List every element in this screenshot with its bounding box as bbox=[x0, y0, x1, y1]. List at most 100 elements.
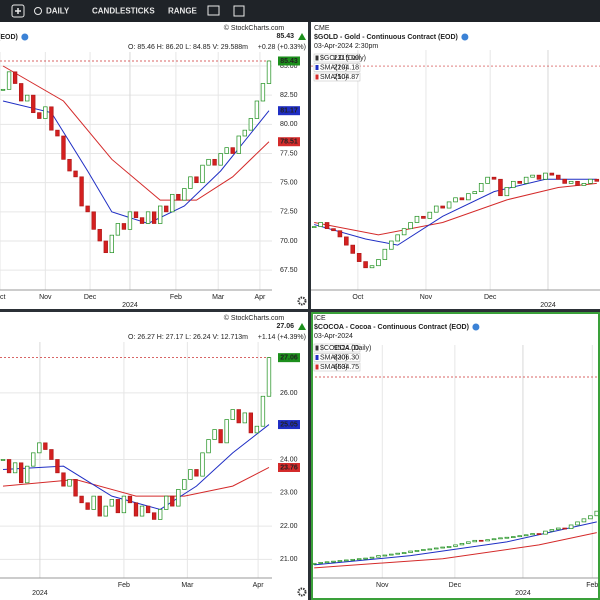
candle bbox=[498, 178, 503, 197]
legend-swatch bbox=[315, 55, 319, 61]
plot bbox=[311, 345, 600, 578]
candle bbox=[109, 499, 114, 507]
candle bbox=[581, 183, 587, 186]
y-tick-label: 70.00 bbox=[280, 238, 298, 245]
candle bbox=[466, 193, 471, 201]
candle bbox=[254, 100, 260, 119]
chart-type-menu[interactable]: CANDLESTICKS bbox=[92, 7, 155, 16]
candle bbox=[581, 518, 587, 523]
candle bbox=[395, 552, 400, 555]
credit: © StockCharts.com bbox=[224, 24, 285, 32]
candle bbox=[200, 164, 205, 184]
plot bbox=[0, 52, 272, 290]
candle bbox=[568, 180, 574, 184]
year-label: 2024 bbox=[515, 590, 531, 597]
candle bbox=[478, 539, 484, 542]
candle bbox=[43, 106, 48, 119]
candle bbox=[242, 129, 247, 137]
candle bbox=[206, 158, 211, 166]
candle bbox=[260, 83, 266, 102]
candle bbox=[37, 442, 42, 454]
candle bbox=[18, 83, 24, 102]
candle bbox=[446, 546, 452, 548]
x-tick-label: Nov bbox=[39, 294, 52, 301]
legend-name: SMA(20) bbox=[320, 64, 348, 71]
panel bbox=[0, 312, 308, 600]
candle bbox=[453, 544, 458, 547]
chart-title: (EOD) bbox=[0, 34, 18, 41]
legend-box bbox=[313, 53, 361, 63]
candle bbox=[176, 193, 181, 201]
candle bbox=[491, 538, 497, 541]
candle bbox=[121, 223, 127, 230]
candle bbox=[164, 205, 169, 213]
value-box-label: 81.17 bbox=[280, 108, 298, 115]
candle bbox=[170, 495, 175, 507]
candle bbox=[562, 527, 567, 530]
candle bbox=[218, 153, 223, 166]
info-icon bbox=[21, 33, 29, 41]
add-button[interactable] bbox=[11, 4, 25, 18]
candle bbox=[555, 174, 561, 180]
interval-menu[interactable]: DAILY bbox=[46, 7, 70, 16]
candle bbox=[421, 215, 426, 219]
candle bbox=[504, 187, 510, 197]
indicator-button[interactable] bbox=[207, 5, 220, 16]
up-arrow bbox=[298, 33, 306, 40]
candle bbox=[459, 197, 465, 201]
value-box-label: 23.76 bbox=[280, 464, 298, 471]
candle bbox=[206, 439, 211, 454]
moving-average bbox=[314, 521, 597, 566]
layout-button[interactable] bbox=[233, 5, 245, 17]
x-tick-label: Mar bbox=[181, 582, 194, 589]
legend-value: 8306.30 bbox=[334, 354, 359, 361]
candle bbox=[575, 521, 580, 526]
candle bbox=[12, 462, 18, 474]
legend-box bbox=[313, 362, 361, 372]
candle bbox=[498, 537, 503, 540]
y-tick-label: 23.00 bbox=[280, 490, 298, 497]
candle bbox=[517, 535, 522, 538]
candle bbox=[414, 550, 420, 552]
candle bbox=[543, 530, 548, 535]
candle bbox=[18, 462, 24, 484]
exchange: CME bbox=[314, 25, 330, 32]
candle bbox=[145, 211, 151, 224]
candle bbox=[115, 499, 121, 514]
candle bbox=[350, 558, 356, 561]
range-menu[interactable]: RANGE bbox=[168, 7, 198, 16]
candle bbox=[49, 449, 54, 460]
candle bbox=[369, 556, 375, 559]
candle bbox=[194, 469, 199, 477]
candle bbox=[200, 452, 205, 477]
value-box-label: 78.51 bbox=[280, 139, 298, 146]
candle bbox=[440, 205, 445, 209]
y-tick-label: 26.00 bbox=[280, 390, 298, 397]
legend-swatch bbox=[315, 65, 319, 70]
candle bbox=[485, 176, 490, 184]
candle bbox=[182, 188, 187, 201]
legend-name: $GOLD (Daily) bbox=[320, 55, 366, 62]
candle bbox=[562, 178, 567, 184]
candle bbox=[401, 228, 407, 236]
candle bbox=[230, 147, 235, 154]
change: +0.28 (+0.33%) bbox=[258, 44, 306, 51]
ohlc-info: O: 26.27 H: 27.17 L: 26.24 V: 12.713m bbox=[128, 334, 248, 341]
legend-name: SMA(50) bbox=[320, 74, 348, 81]
legend-box bbox=[313, 63, 361, 72]
candle bbox=[318, 562, 323, 564]
candle bbox=[139, 217, 145, 224]
candle bbox=[331, 560, 336, 563]
value-box bbox=[278, 56, 300, 66]
x-tick-label: Feb bbox=[170, 294, 182, 301]
candle bbox=[115, 223, 121, 236]
candle bbox=[158, 205, 163, 224]
chart-title: $GOLD - Gold - Continuous Contract (EOD) bbox=[314, 34, 458, 41]
legend-value: 6634.75 bbox=[334, 364, 359, 371]
value-box bbox=[278, 420, 300, 430]
candle bbox=[311, 226, 317, 228]
candle bbox=[97, 228, 102, 242]
x-tick-label: Feb bbox=[118, 582, 130, 589]
y-tick-label: 82.50 bbox=[280, 92, 298, 99]
candle bbox=[176, 489, 181, 507]
